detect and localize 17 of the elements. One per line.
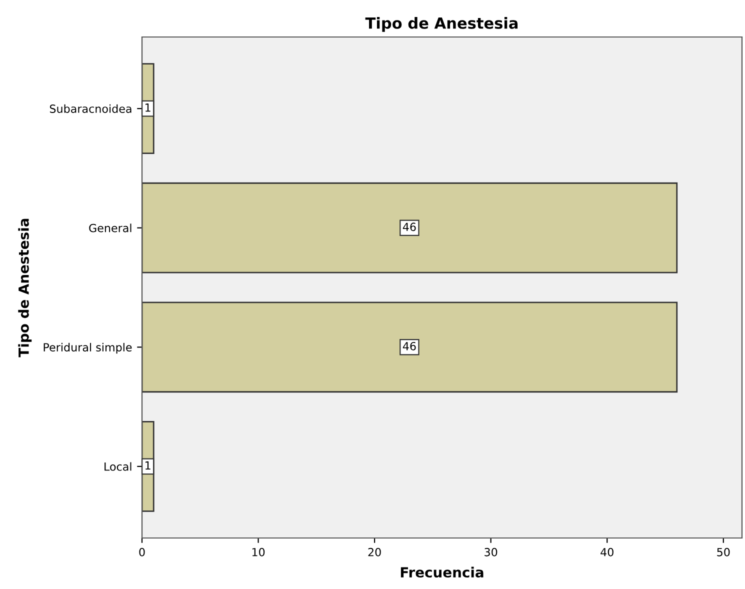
y-tick-label: Peridural simple [44, 342, 132, 354]
x-tick-label: 30 [484, 548, 498, 556]
data-label: 1 [146, 104, 150, 112]
x-axis-title: Frecuencia [400, 566, 484, 578]
data-label: 1 [146, 461, 150, 470]
y-tick-label: Local [104, 462, 132, 471]
x-tick-label: 50 [717, 548, 730, 556]
data-label: 46 [402, 222, 416, 232]
x-tick-label: 0 [139, 548, 145, 556]
y-axis-title: Tipo de Anestesia [18, 218, 32, 358]
data-label: 46 [402, 342, 416, 350]
y-tick-label: General [89, 224, 132, 232]
chart-title: Tipo de Anestesia [365, 17, 518, 32]
x-tick-label: 20 [368, 548, 381, 556]
x-tick-label: 10 [252, 548, 265, 556]
y-tick-label: Subaracnoidea [50, 104, 132, 113]
x-tick-label: 40 [600, 548, 614, 556]
